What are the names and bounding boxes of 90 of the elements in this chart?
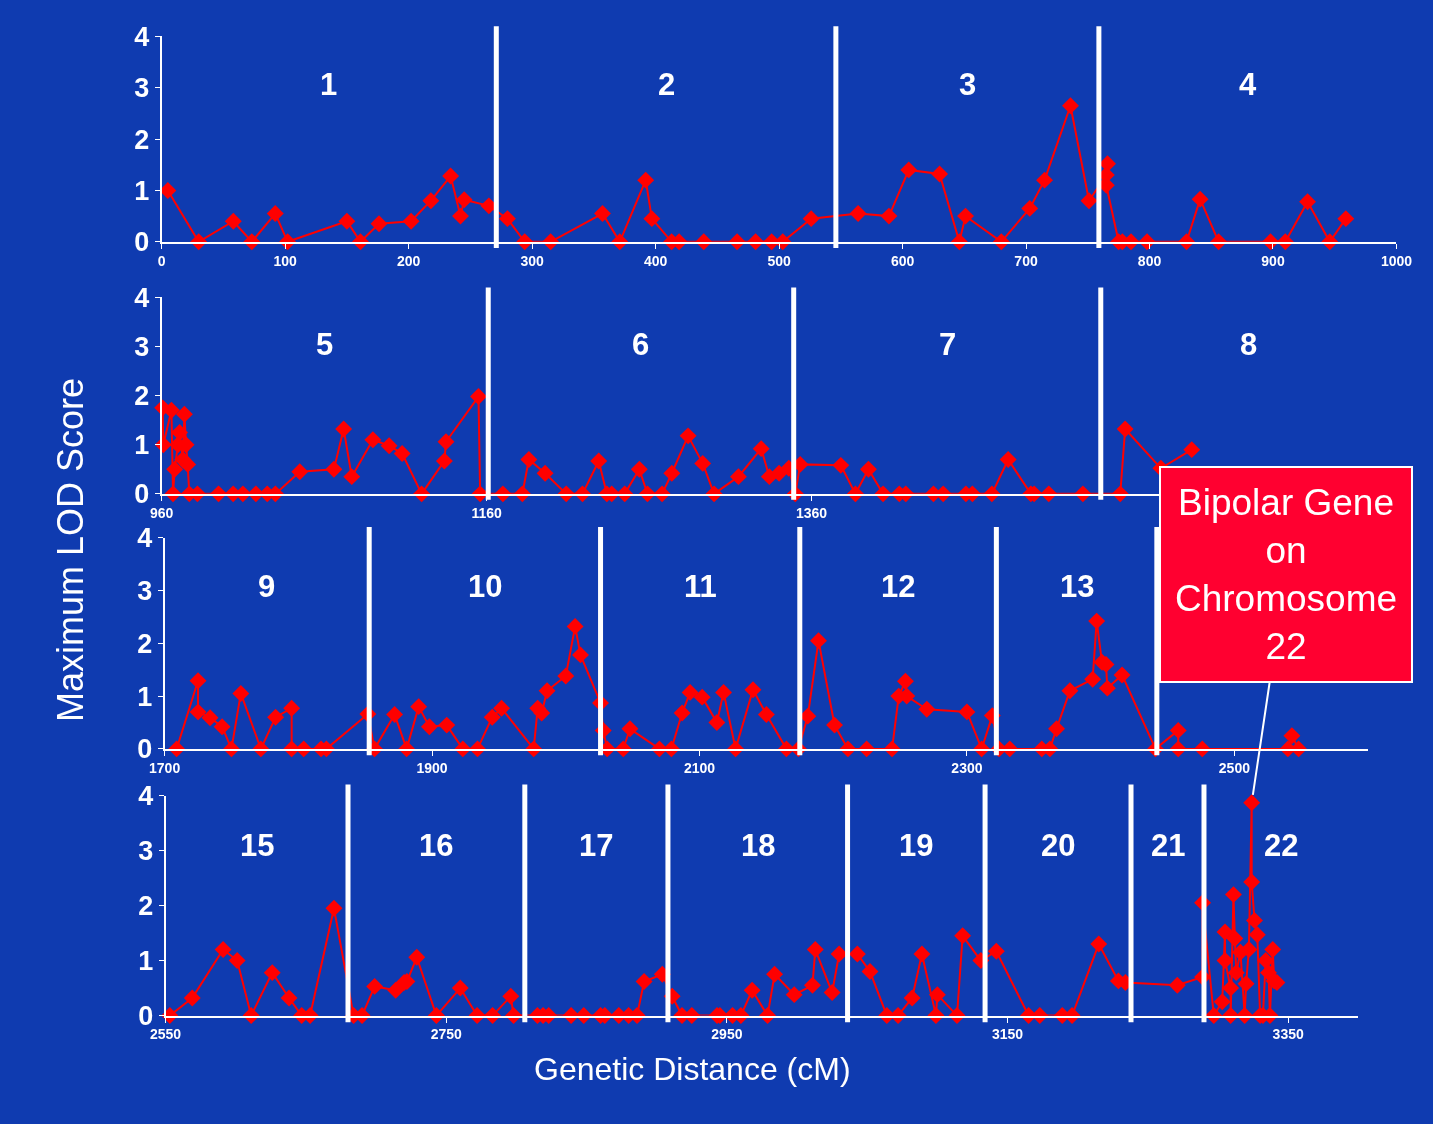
x-tick-label: 0 — [157, 252, 166, 269]
point — [452, 207, 469, 225]
annotation: 11 — [684, 569, 717, 604]
y-tick-label: 1 — [134, 175, 150, 206]
annotation: 5 — [316, 327, 334, 362]
annotation: 18 — [741, 828, 776, 863]
annotation: 22 — [1264, 828, 1299, 863]
y-tick-label: 1 — [138, 946, 154, 977]
annotation: 6 — [632, 327, 650, 362]
annotation: 19 — [899, 828, 934, 863]
x-tick-label: 3350 — [1272, 1026, 1304, 1043]
annotation: 21 — [1151, 828, 1186, 863]
x-tick-label: 2500 — [1218, 759, 1251, 776]
point — [442, 167, 460, 185]
point — [1021, 199, 1039, 217]
x-tick-label: 1160 — [471, 504, 503, 521]
point — [1036, 171, 1053, 189]
y-tick-label: 3 — [137, 575, 153, 606]
x-tick-label: 800 — [1137, 252, 1162, 269]
annotation: 2 — [658, 67, 676, 102]
x-tick-label: 400 — [643, 252, 668, 269]
y-tick-label: 4 — [134, 282, 150, 313]
annotation: 8 — [1240, 327, 1258, 362]
x-tick-label: 300 — [520, 252, 545, 269]
annotation: 4 — [1239, 67, 1257, 102]
y-tick-label: 1 — [134, 430, 150, 461]
x-tick-label: 500 — [767, 252, 791, 269]
point — [931, 165, 949, 183]
x-tick-label: 2100 — [683, 759, 716, 776]
point — [880, 207, 898, 225]
x-tick-label: 600 — [890, 252, 915, 269]
annotation: 3 — [959, 67, 977, 102]
annotation: 10 — [468, 569, 503, 604]
point — [1191, 190, 1209, 208]
point — [1299, 193, 1317, 211]
y-tick-label: 2 — [134, 381, 150, 412]
point — [224, 212, 242, 230]
x-tick-label: 900 — [1261, 252, 1285, 269]
point — [370, 215, 388, 233]
x-tick-label: 1000 — [1380, 252, 1413, 269]
x-tick-label: 2550 — [150, 1026, 182, 1043]
point — [1337, 210, 1355, 228]
y-axis-title: Maximum LOD Score — [50, 378, 92, 723]
annotation: 1 — [320, 67, 338, 102]
x-axis-title: Genetic Distance (cM) — [534, 1051, 851, 1087]
annotation: 15 — [240, 828, 275, 863]
point — [266, 205, 284, 222]
x-tick-label: 200 — [396, 252, 421, 269]
point — [637, 171, 655, 189]
y-tick-label: 4 — [134, 21, 150, 52]
point — [594, 205, 611, 222]
point — [1080, 192, 1098, 210]
point — [900, 161, 918, 179]
annotation: 17 — [579, 828, 614, 863]
y-tick-label: 4 — [138, 781, 154, 812]
x-tick-label: 3150 — [991, 1026, 1024, 1043]
y-tick-label: 3 — [134, 73, 150, 104]
y-tick-label: 3 — [134, 331, 150, 362]
point — [338, 212, 356, 230]
x-tick-label: 2300 — [951, 759, 983, 776]
annotation: 7 — [939, 327, 957, 362]
x-tick-label: 960 — [149, 504, 174, 521]
x-tick-label: 2750 — [430, 1026, 463, 1043]
annotation: 16 — [419, 828, 454, 863]
x-tick-label: 700 — [1014, 252, 1038, 269]
x-tick-label: 1900 — [416, 759, 448, 776]
point — [455, 191, 473, 209]
point — [1062, 97, 1079, 115]
x-tick-label: 2950 — [711, 1026, 743, 1043]
point — [802, 210, 820, 228]
annotation: 9 — [258, 569, 276, 604]
annotation: Bipolar Gene on Chromosome 22 — [1175, 482, 1398, 668]
point — [498, 210, 516, 228]
y-tick-label: 2 — [137, 628, 153, 659]
point — [849, 205, 867, 222]
point — [422, 192, 440, 210]
annotation: 12 — [881, 569, 916, 604]
annotation: 13 — [1060, 569, 1095, 604]
y-tick-label: 4 — [137, 523, 153, 554]
y-tick-label: 3 — [138, 836, 154, 867]
point — [957, 207, 974, 225]
point — [643, 210, 661, 228]
x-tick-label: 1700 — [149, 759, 181, 776]
y-tick-label: 2 — [134, 124, 150, 155]
x-tick-label: 100 — [273, 252, 298, 269]
point — [402, 212, 420, 230]
x-tick-label: 1360 — [795, 504, 828, 521]
y-tick-label: 2 — [138, 891, 154, 922]
annotation: 20 — [1041, 828, 1076, 863]
y-tick-label: 1 — [137, 681, 153, 712]
